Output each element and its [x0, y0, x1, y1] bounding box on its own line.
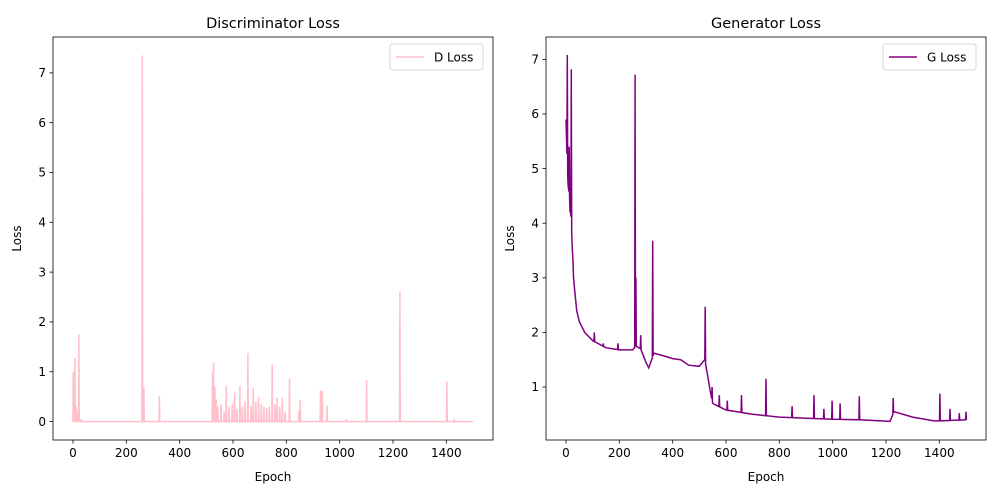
- y-tick-label: 6: [38, 116, 46, 130]
- x-tick-label: 0: [562, 446, 570, 460]
- x-tick-label: 200: [115, 446, 138, 460]
- chart-panel-2: 0 200 400 600 800 1000 1200 1400 1 2 3 4 5 6 7 Epoch Los…: [503, 16, 987, 484]
- x-tick-label: 0: [69, 446, 77, 460]
- chart-title: Generator Loss: [711, 16, 821, 32]
- x-tick-label: 600: [715, 446, 738, 460]
- y-tick-label: 6: [531, 107, 539, 121]
- y-tick-label: 4: [38, 216, 46, 230]
- x-tick-label: 1400: [924, 446, 955, 460]
- y-tick-label: 3: [38, 265, 46, 279]
- x-tick-label: 1200: [378, 446, 409, 460]
- x-tick-label: 400: [168, 446, 191, 460]
- x-axis-label: Epoch: [748, 470, 785, 484]
- legend-box: [389, 43, 484, 71]
- series-line-1: [72, 55, 473, 423]
- legend: D Loss: [389, 43, 484, 71]
- y-tick-label: 5: [531, 162, 539, 176]
- y-tick-label: 0: [38, 415, 46, 429]
- plot-frame: [545, 36, 987, 441]
- y-axis-label: Loss: [10, 225, 24, 251]
- chart-panel-1: 0 200 400 600 800 1000 1200 1400 0 1 2 3 4 5 6 7 Epoch Lo…: [10, 16, 494, 484]
- legend: G Loss: [882, 43, 977, 71]
- plot-frame: [52, 36, 494, 441]
- x-tick-label: 1200: [871, 446, 902, 460]
- legend-box: [882, 43, 977, 71]
- x-tick-label: 800: [275, 446, 298, 460]
- chart-title: Discriminator Loss: [206, 16, 340, 32]
- y-tick-label: 4: [531, 216, 539, 230]
- x-tick-label: 600: [222, 446, 245, 460]
- x-tick-label: 1400: [431, 446, 462, 460]
- x-axis-label: Epoch: [255, 470, 292, 484]
- y-axis-label: Loss: [503, 225, 517, 251]
- y-tick-label: 7: [531, 53, 539, 67]
- y-tick-label: 1: [531, 380, 539, 394]
- y-tick-label: 2: [38, 315, 46, 329]
- legend-label: G Loss: [927, 51, 966, 65]
- y-tick-label: 2: [531, 326, 539, 340]
- y-tick-label: 7: [38, 66, 46, 80]
- y-tick-label: 5: [38, 166, 46, 180]
- x-tick-label: 800: [768, 446, 791, 460]
- legend-label: D Loss: [434, 51, 473, 65]
- x-tick-label: 400: [661, 446, 684, 460]
- x-tick-label: 200: [608, 446, 631, 460]
- x-tick-label: 1000: [324, 446, 355, 460]
- x-tick-label: 1000: [817, 446, 848, 460]
- y-tick-label: 3: [531, 271, 539, 285]
- y-tick-label: 1: [38, 365, 46, 379]
- series-line-1: [565, 54, 968, 423]
